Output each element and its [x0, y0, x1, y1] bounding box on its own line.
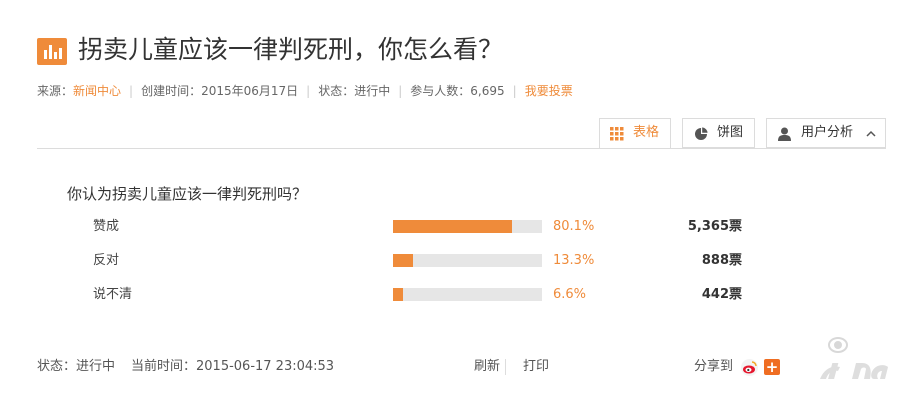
result-votes: 442票: [701, 287, 742, 302]
more-share-icon[interactable]: +: [764, 358, 780, 376]
tab-pie[interactable]: 饼图: [682, 118, 755, 148]
source-value[interactable]: 新闻中心: [73, 84, 122, 98]
result-bar: [393, 254, 542, 267]
option-label: 赞成: [93, 219, 120, 234]
poll-icon: [37, 38, 67, 65]
result-percent: 13.3%: [553, 253, 595, 268]
grid-icon: [610, 127, 624, 141]
pie-icon: [695, 127, 708, 140]
created-date: 创建时间：2015年06月17日: [141, 84, 299, 98]
result-percent: 80.1%: [553, 219, 595, 234]
page-title: 拐卖儿童应该一律判死刑，你怎么看？: [78, 35, 504, 64]
tab-pie-label: 饼图: [717, 125, 744, 140]
meta-row: 来源：新闻中心 | 创建时间：2015年06月17日 | 状态：进行中 | 参与人数：6,6…: [37, 84, 573, 98]
weibo-share-icon[interactable]: [741, 359, 758, 376]
result-votes: 888票: [701, 253, 742, 268]
source-label: 来源：: [37, 84, 74, 98]
chevron-up-icon: [866, 130, 876, 137]
result-bar-fill: [393, 220, 513, 233]
footer-current-time: 当前时间：2015-06-17 23:04:53: [131, 359, 335, 374]
tab-user-analysis[interactable]: 用户分析: [766, 118, 886, 148]
user-icon: [778, 127, 791, 141]
footer-divider: [505, 359, 506, 375]
tab-user-analysis-label: 用户分析: [801, 125, 854, 140]
option-label: 说不清: [93, 287, 133, 302]
tab-table[interactable]: 表格: [599, 118, 671, 149]
vote-link[interactable]: 我要投票: [524, 84, 573, 98]
tab-divider: [37, 148, 886, 149]
footer-status: 状态：进行中: [37, 359, 116, 374]
status-text: 状态：进行中: [318, 84, 391, 98]
print-link[interactable]: 打印: [523, 359, 550, 374]
refresh-link[interactable]: 刷新: [474, 359, 501, 374]
option-label: 反对: [93, 253, 120, 268]
result-bar: [393, 220, 542, 233]
tab-table-label: 表格: [633, 125, 660, 140]
result-percent: 6.6%: [553, 287, 587, 302]
share-label: 分享到: [694, 359, 734, 374]
result-bar: [393, 288, 542, 301]
result-votes: 5,365票: [687, 219, 742, 234]
result-bar-fill: [393, 288, 403, 301]
sina-logo-icon: [820, 337, 888, 379]
question-text: 你认为拐卖儿童应该一律判死刑吗？: [67, 185, 308, 203]
result-bar-fill: [393, 254, 413, 267]
participant-count: 参与人数：6,695: [410, 84, 505, 98]
